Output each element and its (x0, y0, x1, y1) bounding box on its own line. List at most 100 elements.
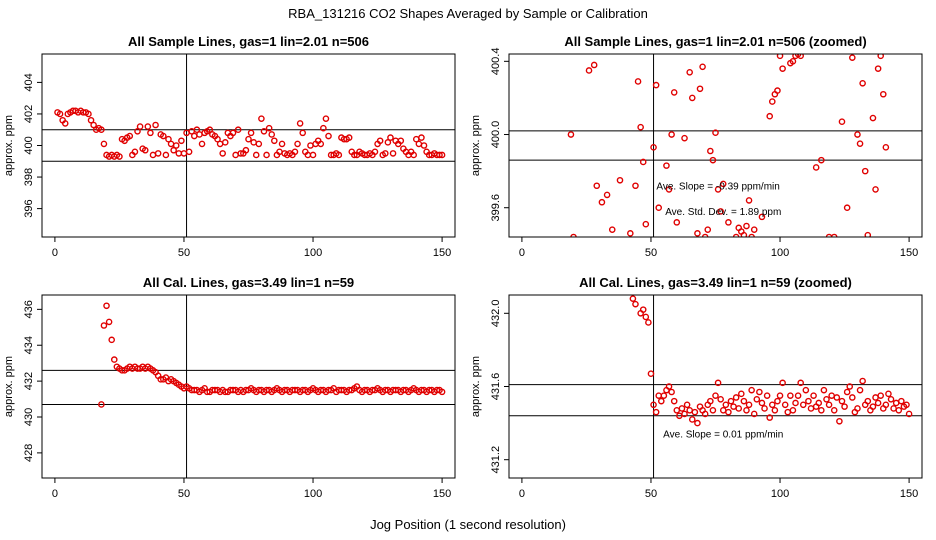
x-tick-label: 150 (433, 247, 451, 259)
data-point (100, 322, 108, 329)
y-tick-label: 431.2 (490, 446, 502, 474)
data-point (688, 416, 696, 423)
data-point (872, 186, 879, 193)
data-point (134, 128, 141, 135)
data-point (768, 98, 776, 105)
data-point (905, 410, 913, 418)
data-point (670, 89, 678, 96)
data-point (849, 394, 856, 401)
data-point (206, 126, 214, 134)
data-point (776, 392, 784, 399)
y-tick-label: 400 (23, 136, 35, 154)
data-point (627, 230, 634, 237)
data-point (668, 131, 675, 138)
data-point (196, 131, 203, 138)
annotation: Ave. Std. Dev. = 1.89 ppm (665, 207, 781, 218)
data-point (717, 396, 724, 403)
data-point (598, 198, 606, 206)
data-point (758, 399, 766, 407)
data-point (854, 131, 861, 138)
data-point (317, 140, 325, 148)
y-tick-label: 402 (23, 105, 35, 123)
data-point (185, 148, 193, 156)
data-point (694, 230, 701, 237)
data-point (797, 379, 804, 387)
data-point (694, 419, 701, 427)
data-point (779, 65, 786, 72)
data-point (872, 394, 879, 401)
data-point (655, 204, 663, 212)
data-point (178, 137, 185, 145)
data-point (768, 401, 776, 409)
data-point (820, 386, 828, 394)
data-point (818, 156, 825, 164)
panel-cal: All Cal. Lines, gas=3.49 lin=1 n=59 appro… (3, 275, 456, 500)
data-point (709, 156, 717, 164)
data-point (810, 392, 817, 399)
data-point (175, 150, 183, 157)
data-point (683, 401, 691, 409)
data-point (874, 399, 882, 407)
panel-cal-zoomed: All Cal. Lines, gas=3.49 lin=1 n=59 (zoo… (470, 275, 923, 500)
x-tick-label: 150 (433, 488, 451, 500)
data-point (823, 396, 830, 403)
annotation: Ave. Slope = 0.01 ppm/min (663, 430, 783, 441)
data-point (750, 226, 758, 233)
data-point (771, 406, 779, 414)
data-point (291, 148, 299, 156)
data-point (864, 231, 872, 237)
data-point (642, 220, 650, 228)
data-point (660, 392, 668, 399)
data-point (854, 405, 861, 412)
data-point (856, 386, 864, 394)
data-point (234, 126, 242, 134)
data-point (776, 54, 784, 60)
data-point (100, 140, 108, 148)
data-point (861, 167, 869, 175)
data-point (738, 390, 745, 398)
plot-frame (41, 53, 456, 238)
data-point (833, 394, 841, 401)
data-point (727, 397, 735, 405)
data-point (825, 401, 833, 409)
data-point (701, 410, 709, 418)
data-point (252, 151, 260, 159)
panel-title: All Sample Lines, gas=1 lin=2.01 n=506 (128, 34, 369, 49)
data-point (830, 406, 838, 414)
data-point (87, 116, 95, 124)
data-point (792, 399, 799, 407)
data-point (237, 150, 245, 157)
data-point (895, 406, 903, 414)
data-point (167, 140, 175, 148)
data-point (382, 150, 389, 157)
data-point (147, 129, 154, 137)
data-point (335, 151, 343, 159)
data-point (98, 401, 105, 408)
data-point (665, 383, 673, 390)
data-point (686, 406, 693, 414)
data-point (849, 54, 856, 61)
data-point (732, 394, 740, 401)
data-point (438, 151, 446, 159)
data-point (882, 401, 890, 409)
data-point (717, 208, 724, 215)
data-point (719, 406, 727, 414)
data-point (745, 401, 753, 409)
y-tick-label: 430 (23, 408, 35, 426)
y-tick-label: 434 (23, 336, 35, 354)
data-point (650, 144, 657, 151)
data-point (647, 370, 655, 377)
x-tick-label: 0 (519, 247, 525, 259)
data-point (387, 134, 394, 141)
data-point (136, 123, 144, 130)
data-point (376, 137, 384, 145)
x-tick-label: 50 (645, 247, 657, 259)
data-point (843, 388, 851, 396)
data-point (864, 397, 872, 405)
data-point (325, 132, 332, 140)
data-point (131, 148, 139, 156)
data-point (725, 408, 732, 416)
y-tick-label: 399.6 (490, 194, 502, 222)
data-point (681, 410, 688, 418)
data-point (673, 219, 681, 226)
